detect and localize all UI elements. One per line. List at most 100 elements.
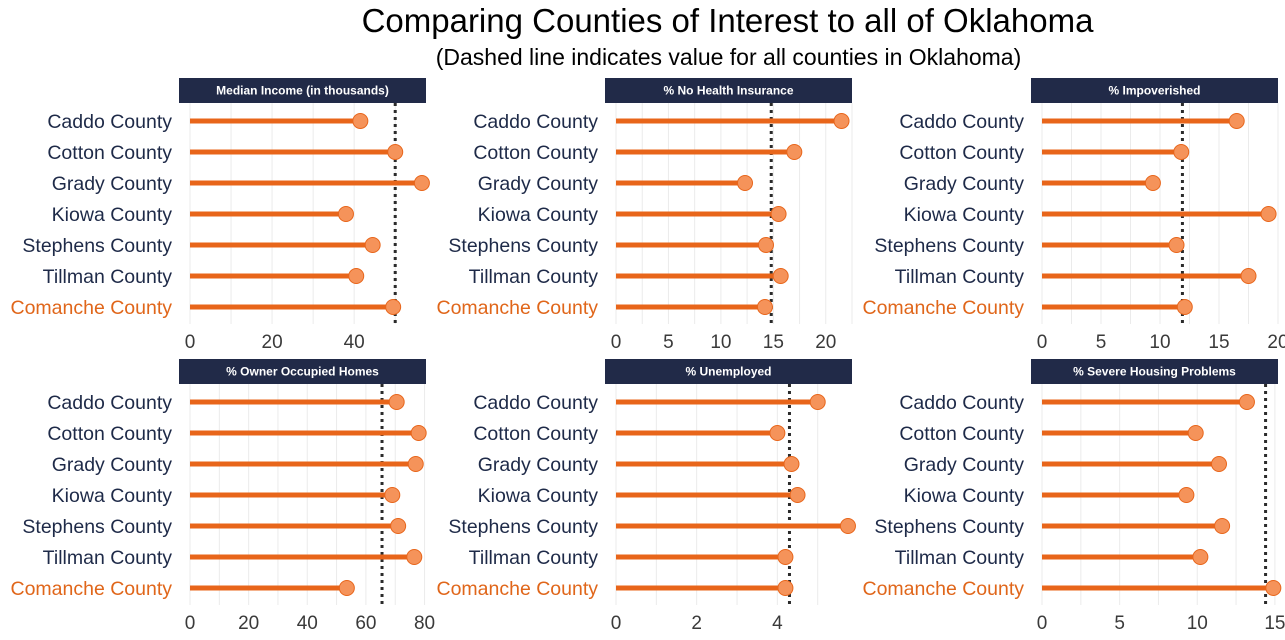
x-tick-label: 20 — [815, 332, 836, 353]
x-tick-label: 40 — [344, 332, 365, 353]
lollipop-point — [348, 268, 365, 284]
category-label: Tillman County — [469, 266, 599, 288]
panel-6: % Severe Housing Problems Caddo County Cot… — [862, 359, 1285, 634]
panel-3: % Impoverished Caddo County Cotton County G… — [862, 78, 1285, 353]
lollipop-point — [390, 518, 407, 534]
x-tick-label: 5 — [663, 332, 674, 353]
x-tick-label: 0 — [185, 332, 196, 353]
lollipop-point — [1228, 113, 1245, 129]
category-label: Stephens County — [448, 235, 598, 257]
lollipop-point — [1173, 144, 1190, 160]
facet-strip — [179, 359, 426, 384]
x-tick-label: 5 — [1096, 332, 1107, 353]
x-tick-label: 80 — [414, 613, 435, 634]
facet-title: % Owner Occupied Homes — [226, 365, 379, 379]
lollipop-point — [338, 580, 355, 596]
category-label: Kiowa County — [478, 485, 599, 507]
category-label: Comanche County — [10, 578, 172, 600]
lollipop-point — [1265, 580, 1282, 596]
x-tick-label: 0 — [1037, 332, 1048, 353]
lollipop-point — [770, 206, 787, 222]
category-label: Kiowa County — [478, 204, 599, 226]
panel-1: Median Income (in thousands) Caddo County… — [10, 78, 430, 353]
lollipop-point — [1240, 268, 1257, 284]
category-label: Comanche County — [436, 578, 598, 600]
lollipop-point — [1187, 425, 1204, 441]
facet-strip — [179, 78, 426, 103]
x-tick-label: 0 — [611, 332, 622, 353]
category-label: Cotton County — [899, 423, 1024, 445]
lollipop-point — [777, 580, 794, 596]
x-tick-label: 60 — [355, 613, 376, 634]
lollipop-point — [1214, 518, 1231, 534]
x-tick-label: 10 — [1149, 332, 1170, 353]
x-tick-label: 15 — [763, 332, 784, 353]
lollipop-point — [777, 549, 794, 565]
category-label: Tillman County — [895, 266, 1025, 288]
x-tick-label: 0 — [611, 613, 622, 634]
lollipop-point — [1260, 206, 1277, 222]
x-tick-label: 20 — [1267, 332, 1285, 353]
category-label: Kiowa County — [904, 485, 1025, 507]
x-tick-label: 20 — [262, 332, 283, 353]
category-label: Tillman County — [895, 547, 1025, 569]
x-tick-label: 15 — [1208, 332, 1229, 353]
x-tick-label: 15 — [1264, 613, 1285, 634]
category-label: Grady County — [478, 454, 599, 476]
x-tick-label: 0 — [1037, 613, 1048, 634]
category-label: Tillman County — [43, 547, 173, 569]
category-label: Cotton County — [47, 423, 172, 445]
category-label: Cotton County — [47, 142, 172, 164]
category-label: Caddo County — [47, 392, 172, 414]
lollipop-point — [769, 425, 786, 441]
lollipop-point — [1211, 456, 1227, 472]
panel-4: % Owner Occupied Homes Caddo County Cotton… — [10, 359, 435, 634]
lollipop-point — [772, 268, 789, 284]
category-label: Cotton County — [473, 142, 598, 164]
lollipop-point — [789, 487, 806, 503]
lollipop-point — [352, 113, 369, 129]
facet-strip — [605, 359, 852, 384]
panel-5: % Unemployed Caddo County Cotton County Gra… — [436, 359, 856, 634]
facet-strip — [605, 78, 852, 103]
chart-title: Comparing Counties of Interest to all of… — [361, 2, 1094, 39]
category-label: Grady County — [478, 173, 599, 195]
category-label: Caddo County — [473, 111, 598, 133]
facet-strip — [1031, 78, 1278, 103]
lollipop-point — [757, 237, 774, 253]
category-label: Grady County — [904, 173, 1025, 195]
lollipop-point — [406, 549, 423, 565]
facet-title: % Impoverished — [1108, 84, 1200, 98]
x-tick-label: 20 — [238, 613, 259, 634]
lollipop-point — [407, 456, 424, 472]
lollipop-point — [364, 237, 381, 253]
lollipop-point — [737, 175, 754, 191]
lollipop-point — [1238, 394, 1255, 410]
category-label: Cotton County — [473, 423, 598, 445]
category-label: Comanche County — [436, 297, 598, 319]
lollipop-point — [839, 518, 856, 534]
category-label: Tillman County — [469, 547, 599, 569]
x-tick-label: 10 — [710, 332, 731, 353]
lollipop-point — [385, 299, 402, 315]
lollipop-point — [413, 175, 430, 191]
facet-title: Median Income (in thousands) — [216, 84, 389, 98]
category-label: Stephens County — [22, 516, 172, 538]
category-label: Stephens County — [874, 516, 1024, 538]
x-tick-label: 10 — [1187, 613, 1208, 634]
lollipop-point — [756, 299, 773, 315]
lollipop-point — [410, 425, 427, 441]
category-label: Stephens County — [448, 516, 598, 538]
lollipop-point — [786, 144, 803, 160]
x-tick-label: 5 — [1114, 613, 1125, 634]
category-label: Grady County — [52, 173, 173, 195]
lollipop-point — [1168, 237, 1185, 253]
category-label: Comanche County — [10, 297, 172, 319]
lollipop-point — [1192, 549, 1209, 565]
lollipop-point — [388, 394, 405, 410]
facet-title: % No Health Insurance — [663, 84, 793, 98]
lollipop-point — [833, 113, 850, 129]
category-label: Comanche County — [862, 578, 1024, 600]
lollipop-point — [384, 487, 401, 503]
